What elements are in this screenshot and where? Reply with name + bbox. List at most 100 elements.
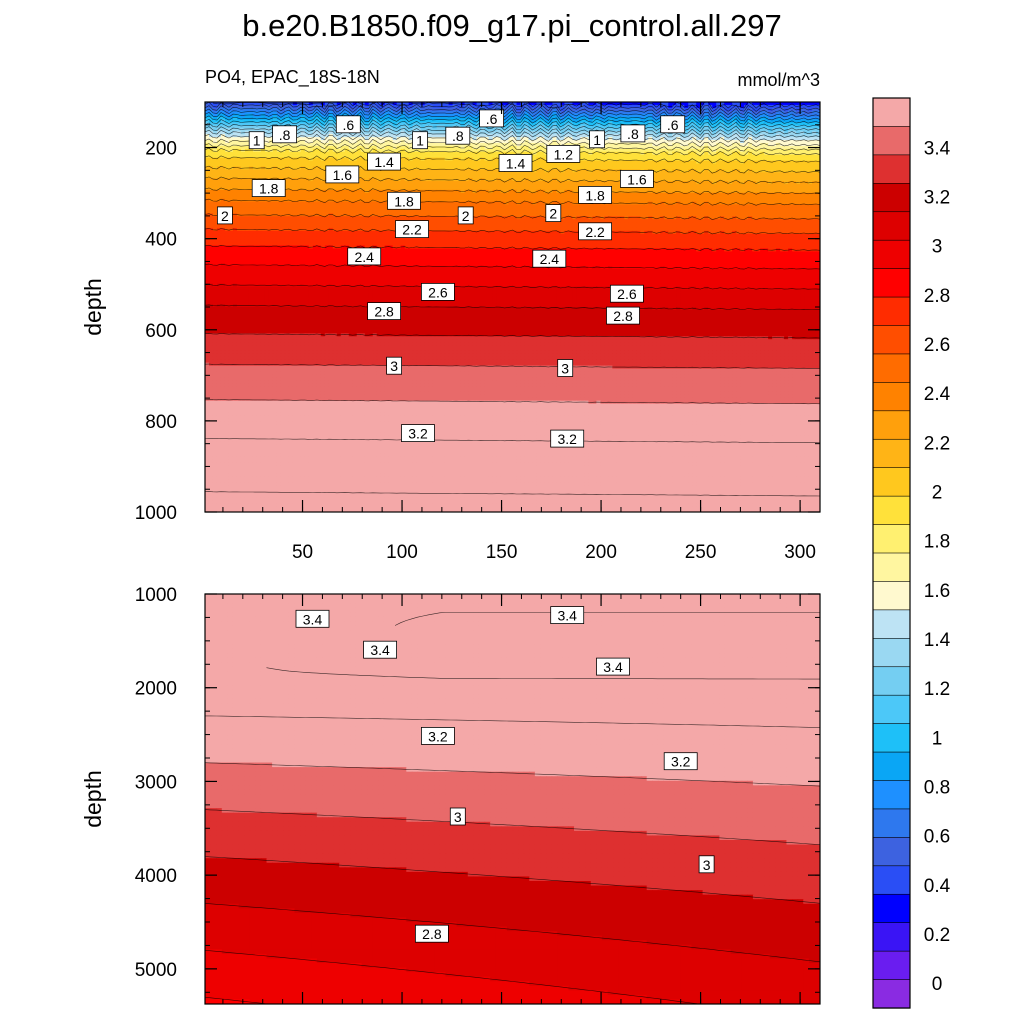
contour-cell xyxy=(564,137,570,141)
contour-cell xyxy=(548,102,554,106)
contour-cell xyxy=(428,143,434,147)
contour-cell xyxy=(248,154,254,159)
contour-cell xyxy=(612,110,617,115)
contour-cell xyxy=(256,128,262,132)
contour-cell xyxy=(476,140,482,144)
contour-cell xyxy=(296,157,302,162)
contour-cell xyxy=(768,122,773,127)
contour-cell xyxy=(516,140,522,144)
contour-cell xyxy=(316,107,322,112)
contour-cell xyxy=(740,145,745,150)
contour-cell xyxy=(224,125,230,129)
contour-cell xyxy=(544,134,550,138)
contour-cell xyxy=(596,113,601,118)
contour-cell xyxy=(368,128,374,132)
contour-cell xyxy=(408,119,414,124)
contour-cell xyxy=(284,113,290,118)
contour-cell xyxy=(352,140,358,144)
contour-cell xyxy=(512,131,518,135)
contour-cell xyxy=(532,143,538,147)
contour-cell xyxy=(752,110,757,115)
contour-cell xyxy=(796,137,801,141)
contour-cell xyxy=(784,148,789,153)
contour-cell xyxy=(808,137,813,141)
contour-cell xyxy=(656,137,661,141)
contour-cell xyxy=(704,125,709,129)
contour-cell xyxy=(740,110,745,115)
contour-cell xyxy=(296,110,302,115)
contour-cell xyxy=(712,134,717,138)
contour-cell xyxy=(268,125,274,129)
contour-cell xyxy=(728,143,733,147)
contour-cell xyxy=(568,116,573,121)
contour-cell xyxy=(352,134,358,138)
contour-cell xyxy=(440,143,446,147)
contour-cell xyxy=(316,160,322,165)
contour-cell xyxy=(308,154,314,159)
contour-cell xyxy=(744,113,749,118)
contour-cell xyxy=(688,137,693,141)
contour-cell xyxy=(208,154,214,159)
contour-cell xyxy=(380,128,386,132)
contour-cell xyxy=(572,140,577,144)
contour-cell xyxy=(680,140,685,144)
contour-cell xyxy=(548,116,554,121)
contour-cell xyxy=(244,110,250,115)
contour-cell xyxy=(512,122,518,127)
contour-cell xyxy=(356,102,362,106)
contour-cell xyxy=(752,125,757,129)
contour-cell xyxy=(808,140,813,144)
contour-cell xyxy=(640,145,645,150)
contour-cell xyxy=(500,104,506,109)
contour-cell xyxy=(540,113,546,118)
contour-cell xyxy=(760,107,765,112)
contour-cell xyxy=(672,157,677,162)
contour-cell xyxy=(700,125,705,129)
contour-cell xyxy=(608,134,613,138)
contour-cell xyxy=(308,107,314,112)
contour-cell xyxy=(400,143,406,147)
contour-cell xyxy=(552,102,558,106)
contour-cell xyxy=(264,104,270,109)
contour-cell xyxy=(384,107,390,112)
contour-cell xyxy=(440,140,446,144)
contour-cell xyxy=(312,110,318,115)
contour-cell xyxy=(360,104,366,109)
contour-cell xyxy=(432,157,438,162)
contour-cell xyxy=(312,131,318,135)
contour-cell xyxy=(388,137,394,141)
contour-cell xyxy=(416,116,422,121)
contour-cell xyxy=(716,107,721,112)
contour-cell xyxy=(712,102,717,106)
contour-cell xyxy=(784,110,789,115)
contour-cell xyxy=(484,128,490,132)
contour-cell xyxy=(768,154,773,159)
contour-cell xyxy=(364,154,370,159)
contour-cell xyxy=(220,128,226,132)
contour-cell xyxy=(780,102,785,106)
contour-cell xyxy=(280,116,286,121)
contour-cell xyxy=(244,122,250,127)
contour-cell xyxy=(392,104,398,109)
contour-cell xyxy=(240,143,246,147)
contour-cell xyxy=(732,140,737,144)
contour-cell xyxy=(320,110,326,115)
contour-cell xyxy=(660,137,665,141)
contour-cell xyxy=(736,148,741,153)
contour-cell xyxy=(220,157,226,162)
contour-cell xyxy=(412,122,418,127)
contour-cell xyxy=(228,160,234,165)
contour-cell xyxy=(708,104,713,109)
contour-cell xyxy=(708,148,713,153)
contour-cell xyxy=(264,160,270,165)
contour-cell xyxy=(336,140,342,144)
contour-cell xyxy=(580,145,585,150)
contour-cell xyxy=(284,104,290,109)
contour-cell xyxy=(676,154,681,159)
contour-cell xyxy=(212,148,218,153)
contour-cell xyxy=(684,113,689,118)
contour-cell xyxy=(732,119,737,124)
contour-cell xyxy=(444,113,450,118)
contour-cell xyxy=(412,128,418,132)
contour-cell xyxy=(700,107,705,112)
